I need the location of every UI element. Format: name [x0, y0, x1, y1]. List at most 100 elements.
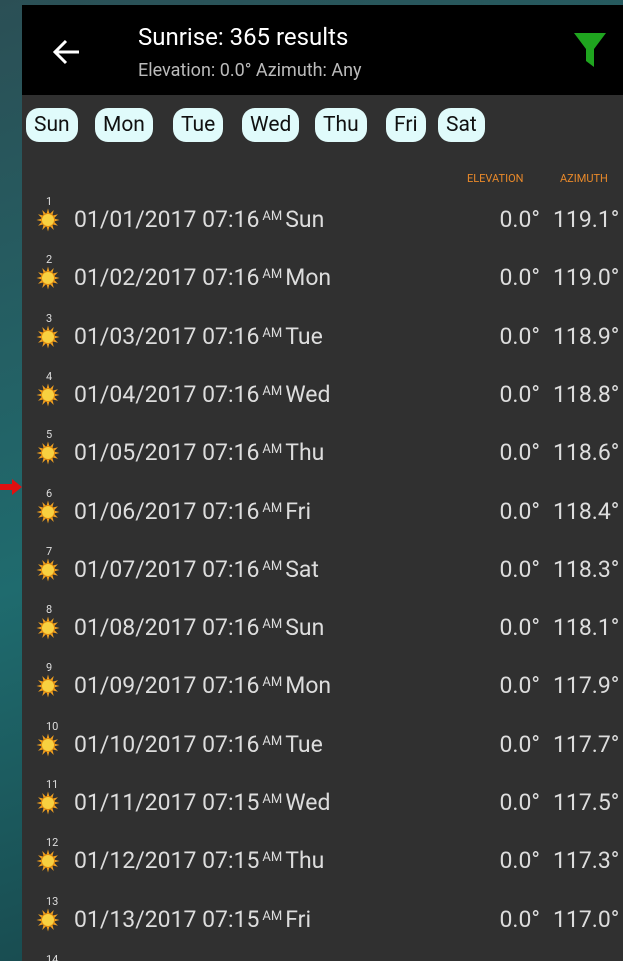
elevation: 0.0°: [499, 439, 540, 467]
time: 07:16: [202, 380, 260, 408]
sun-icon: [36, 383, 60, 407]
time: 07:16: [202, 730, 260, 758]
weekday: Wed: [285, 380, 331, 408]
date: 01/02/2017: [74, 264, 197, 292]
sun-icon: [36, 558, 60, 582]
date: 01/13/2017: [74, 905, 197, 933]
time: 07:16: [202, 439, 260, 467]
sun-icon: [36, 208, 60, 232]
ampm: AM: [262, 675, 283, 691]
date: 01/11/2017: [74, 789, 197, 816]
back-button[interactable]: [52, 38, 82, 66]
ampm: AM: [262, 558, 283, 574]
row-datetime: 01/13/2017 07:15 AM Fri: [74, 906, 311, 933]
ampm: AM: [262, 617, 283, 633]
ampm: AM: [262, 850, 283, 866]
azimuth: 117.3°: [553, 847, 620, 875]
day-chip[interactable]: Sat: [438, 108, 485, 142]
sun-icon: [36, 441, 60, 465]
time: 07:16: [202, 614, 260, 642]
row-index: 9: [46, 661, 53, 675]
subtitle: Elevation: 0.0° Azimuth: Any: [138, 60, 362, 81]
ampm: AM: [262, 267, 283, 283]
time: 07:16: [202, 264, 260, 292]
time: 07:16: [202, 497, 260, 525]
ampm: AM: [262, 383, 283, 399]
day-chip[interactable]: Tue: [173, 108, 224, 142]
ampm: AM: [262, 908, 283, 924]
weekday: Thu: [285, 439, 325, 467]
row-index: 11: [46, 778, 59, 791]
elevation: 0.0°: [499, 497, 540, 525]
time: 07:16: [202, 555, 260, 583]
date: 01/08/2017: [74, 614, 197, 642]
date: 01/05/2017: [74, 439, 197, 467]
azimuth: 118.4°: [553, 497, 620, 525]
day-chip[interactable]: Sun: [26, 108, 78, 142]
sun-icon: [36, 791, 60, 815]
azimuth: 117.0°: [553, 905, 620, 933]
elevation: 0.0°: [499, 789, 540, 816]
azimuth: 118.6°: [553, 439, 620, 467]
day-chip[interactable]: Wed: [242, 108, 300, 142]
weekday: Fri: [285, 497, 312, 525]
date: 01/12/2017: [74, 847, 197, 875]
weekday: Sun: [285, 206, 325, 233]
sun-icon: [36, 616, 60, 640]
day-chip[interactable]: Fri: [386, 108, 426, 142]
sun-icon: [36, 500, 60, 523]
elevation: 0.0°: [499, 264, 540, 292]
weekday: Sat: [285, 555, 319, 583]
date: 01/04/2017: [74, 380, 197, 408]
row-index: 4: [46, 369, 53, 383]
date: 01/03/2017: [74, 322, 197, 350]
weekday: Tue: [285, 322, 323, 350]
row-datetime: 01/11/2017 07:15 AM Wed: [74, 789, 330, 816]
ampm: AM: [262, 500, 283, 516]
title: Sunrise: 365 results: [138, 23, 349, 51]
date: 01/09/2017: [74, 672, 197, 700]
weekday: Wed: [285, 789, 331, 816]
row-datetime: 01/03/2017 07:16 AM Tue: [74, 323, 323, 350]
ampm: AM: [262, 209, 283, 224]
red-arrow: [0, 479, 22, 495]
row-datetime: 01/10/2017 07:16 AM Tue: [74, 731, 323, 758]
date: 01/07/2017: [74, 555, 197, 583]
elevation: 0.0°: [499, 614, 540, 642]
row-index: 2: [46, 253, 53, 267]
ampm: AM: [262, 792, 283, 807]
row-index: 1: [46, 195, 53, 208]
row-datetime: 01/07/2017 07:16 AM Sat: [74, 556, 319, 583]
row-datetime: 01/09/2017 07:16 AM Mon: [74, 672, 331, 699]
ampm: AM: [262, 325, 283, 341]
elevation: 0.0°: [499, 905, 540, 933]
ampm: AM: [262, 733, 283, 749]
row-index: 6: [46, 486, 53, 500]
row-datetime: 01/12/2017 07:15 AM Thu: [74, 847, 324, 874]
phone-screen: Sunrise: 365 results Elevation: 0.0° Azi…: [22, 5, 623, 961]
weekday: Mon: [285, 264, 332, 292]
row-index: 12: [46, 836, 59, 850]
azimuth: 118.3°: [553, 555, 620, 583]
row-index: 10: [46, 719, 59, 733]
row-datetime: 01/06/2017 07:16 AM Fri: [74, 498, 311, 525]
elevation: 0.0°: [499, 555, 540, 583]
azimuth: 117.7°: [553, 730, 620, 758]
sun-icon: [36, 849, 60, 873]
row-datetime: 01/08/2017 07:16 AM Sun: [74, 614, 324, 641]
date: 01/01/2017: [74, 206, 197, 233]
row-index: 8: [46, 603, 53, 617]
sun-icon: [36, 733, 60, 757]
row-datetime: 01/05/2017 07:16 AM Thu: [74, 439, 324, 466]
time: 07:16: [202, 322, 260, 350]
day-chip[interactable]: Mon: [95, 108, 153, 142]
filter-button[interactable]: [574, 31, 606, 69]
elevation: 0.0°: [499, 730, 540, 758]
weekday: Thu: [285, 847, 325, 875]
row-index: 14: [46, 952, 59, 961]
time: 07:16: [202, 206, 260, 233]
day-chip[interactable]: Thu: [315, 108, 367, 142]
elevation: 0.0°: [499, 672, 540, 700]
date: 01/06/2017: [74, 497, 197, 525]
